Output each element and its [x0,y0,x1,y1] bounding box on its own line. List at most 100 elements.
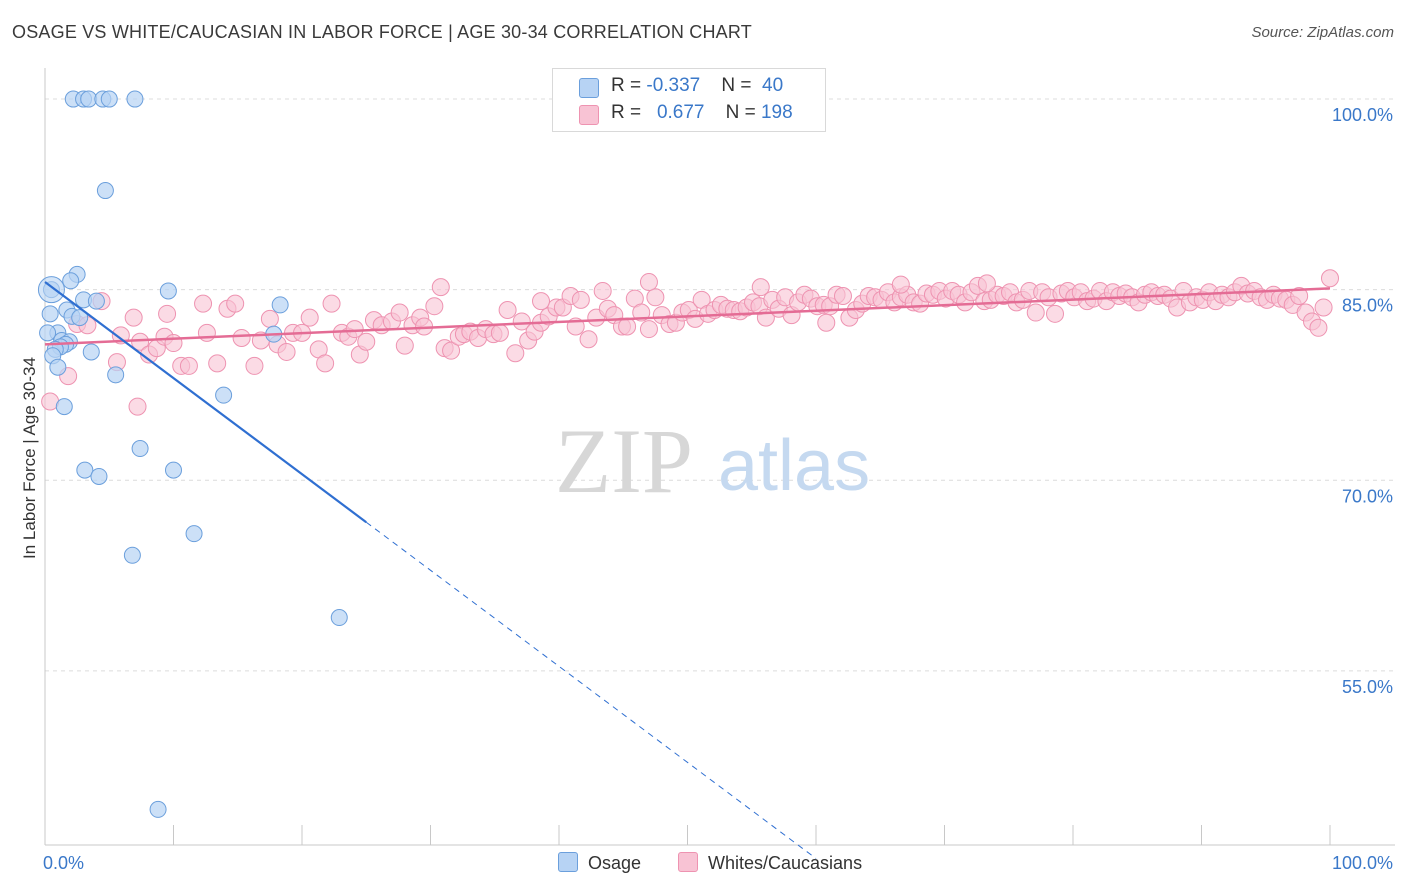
x-tick-label: 100.0% [1332,853,1393,873]
white-caucasian-point [632,303,651,322]
osage-point [215,386,233,404]
osage-point [90,467,108,485]
white-caucasian-point [158,304,177,323]
osage-point [159,282,177,300]
trend-lines [44,281,1331,859]
bottom-legend-osage: Osage [558,852,641,874]
osage-trend-extension [365,521,817,859]
white-caucasian-point [512,312,531,331]
white-caucasian-point [197,323,216,342]
white-caucasian-point [431,278,450,297]
white-caucasian-point [977,274,996,293]
white-caucasian-point [891,275,910,294]
white-caucasian-point [245,356,264,375]
osage-point [55,398,73,416]
osage-point [41,305,59,323]
white-caucasian-point [817,313,836,332]
osage-n-value: 40 [762,75,784,96]
white-n-value: 198 [760,102,793,123]
osage-point [100,90,118,108]
white-caucasian-point [316,354,335,373]
osage-point [49,358,67,376]
white-r-label: R = [611,102,647,123]
osage-point [39,324,57,342]
white-n-label: N = [725,102,761,123]
white-caucasian-point [260,309,279,328]
osage-point [82,343,100,361]
osage-swatch [579,78,599,98]
white-caucasian-point [390,303,409,322]
osage-r-label: R = [611,75,647,96]
y-tick-label: 85.0% [1342,296,1393,316]
white-caucasian-point [639,320,658,339]
osage-point [71,309,89,327]
osage-point [87,292,105,310]
white-caucasian-point [345,320,364,339]
white-caucasian-point [277,342,296,361]
osage-points [37,90,348,818]
white-caucasian-point [208,354,227,373]
tick-labels: 55.0% 70.0% 85.0% 100.0% 0.0% 100.0% [43,105,1393,873]
white-caucasian-point [442,341,461,360]
white-caucasian-points [41,269,1339,416]
white-caucasian-point [579,330,598,349]
white-caucasian-point [833,287,852,306]
white-caucasian-point [498,301,517,320]
bottom-white-label: Whites/Caucasians [708,853,863,873]
white-caucasian-point [1026,303,1045,322]
chart-title: OSAGE VS WHITE/CAUCASIAN IN LABOR FORCE … [12,22,752,42]
osage-point [126,90,144,108]
y-tick-label: 100.0% [1332,105,1393,125]
white-caucasian-point [532,292,551,311]
white-caucasian-point [618,317,637,336]
white-caucasian-point [1314,298,1333,317]
white-caucasian-point [646,288,665,307]
osage-point [330,609,348,627]
white-caucasian-point [194,294,213,313]
x-tick-label: 0.0% [43,853,84,873]
white-caucasian-point [128,397,147,416]
white-caucasian-point [490,323,509,342]
osage-point [149,800,167,818]
white-caucasian-point [179,356,198,375]
bottom-white-swatch [678,852,698,872]
watermark: ZIP atlas [555,410,870,512]
y-tick-label: 70.0% [1342,486,1393,506]
white-caucasian-point [1290,287,1309,306]
osage-point-large [37,276,65,304]
osage-point [185,525,203,543]
osage-point [131,440,149,458]
source-label: Source: ZipAtlas.com [1251,24,1394,41]
white-caucasian-point [357,332,376,351]
white-caucasian-point [425,297,444,316]
axes [44,68,1395,846]
bottom-osage-swatch [558,852,578,872]
osage-point [271,296,289,314]
watermark-zip: ZIP [555,410,693,512]
white-caucasian-point [639,273,658,292]
white-caucasian-point [164,334,183,353]
osage-point [165,461,182,479]
osage-point [62,272,80,290]
bottom-osage-label: Osage [588,853,642,873]
watermark-atlas: atlas [718,426,870,506]
white-r-value: 0.677 [656,102,705,123]
white-caucasian-point [1321,269,1339,288]
white-caucasian-point [1309,318,1328,337]
white-caucasian-point [751,278,770,297]
white-caucasian-point [300,308,319,327]
white-caucasian-point [571,290,590,309]
osage-point [123,546,141,564]
white-trend-line [44,287,1331,346]
white-caucasian-point [322,294,341,313]
correlation-legend: R = -0.337 N = 40 R = 0.677 N = 198 [552,68,826,132]
y-axis-label: In Labor Force | Age 30-34 [20,357,39,559]
white-caucasian-point [124,308,143,327]
y-tick-label: 55.0% [1342,677,1393,697]
white-caucasian-point [226,294,245,313]
osage-point [96,182,114,200]
white-caucasian-point [395,336,414,355]
osage-n-label: N = [721,75,757,96]
white-caucasian-point [232,328,251,347]
